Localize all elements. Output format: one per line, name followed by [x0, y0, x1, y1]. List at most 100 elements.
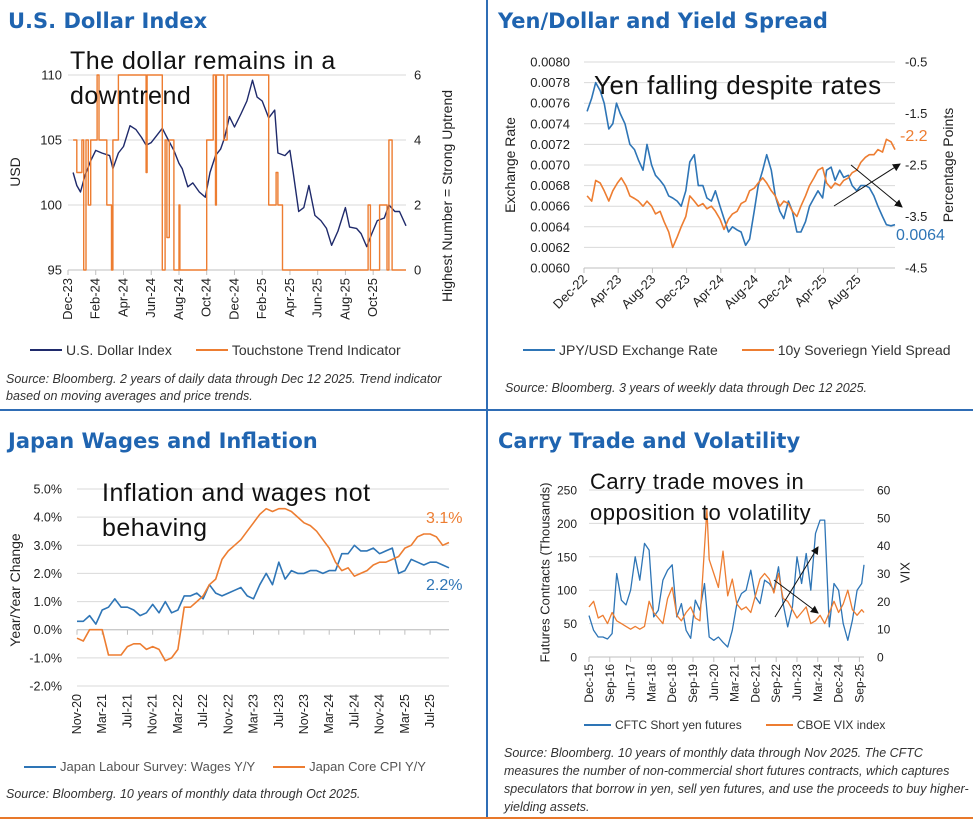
chart-annotation: Carry trade moves in opposition to volat…: [590, 469, 812, 525]
x-tick-label: Nov-23: [297, 694, 311, 734]
x-tick-label: Mar-21: [95, 694, 109, 734]
y-tick-label: -1.0%: [29, 651, 62, 665]
y-tick-label: 0.0070: [530, 158, 570, 173]
x-tick-label: Apr-25: [282, 278, 297, 317]
chart-annotation: Yen falling despite rates: [594, 70, 882, 100]
x-tick-label: Apr-25: [791, 272, 829, 310]
chart-title: Japan Wages and Inflation: [8, 429, 318, 453]
legend-swatch: [273, 765, 306, 768]
series-line-cftc-short-yen-futures: [588, 519, 865, 648]
x-tick-label: Apr-23: [586, 272, 624, 310]
y-tick-label: 0.0060: [530, 261, 570, 276]
legend-swatch: [24, 765, 56, 768]
x-tick-label: Dec-21: [748, 664, 762, 703]
x-tick-label: Aug-25: [337, 278, 352, 320]
chart-title: Yen/Dollar and Yield Spread: [498, 9, 828, 33]
series-line-jpy-usd-exchange-rate: [586, 81, 896, 247]
x-tick-label: Jun-20: [707, 664, 721, 701]
y-tick-label: 4.0%: [34, 511, 63, 525]
x-tick-label: Oct-25: [365, 278, 380, 317]
y2-tick-label: -4.5: [905, 261, 927, 276]
y2-tick-label: 2: [414, 198, 421, 213]
x-tick-label: Nov-22: [221, 694, 235, 734]
y-tick-label: 0.0080: [530, 55, 570, 70]
y2-tick-label: -0.5: [905, 55, 927, 70]
x-tick-label: Nov-20: [70, 694, 84, 734]
y-tick-label: 50: [564, 617, 578, 631]
y2-axis-label: Percentage Points: [940, 107, 956, 223]
x-tick-label: Jun-23: [790, 664, 804, 701]
y-tick-label: 0.0%: [34, 623, 63, 637]
x-tick-label: Sep-22: [769, 664, 783, 703]
chart-annotation: Inflation and wages not behaving: [102, 479, 371, 542]
chart-annotation: The dollar remains in a downtrend: [70, 47, 336, 110]
legend-swatch: [584, 724, 611, 726]
y2-tick-label: 60: [877, 484, 891, 498]
wages-end-label: 2.2%: [426, 577, 463, 594]
x-tick-label: Mar-24: [322, 694, 336, 734]
x-tick-label: Sep-25: [852, 664, 866, 703]
y-tick-label: 0.0076: [530, 96, 570, 111]
x-tick-label: Mar-22: [171, 694, 185, 734]
x-tick-label: Sep-16: [603, 664, 617, 703]
legend: CFTC Short yen futures CBOE VIX index: [584, 718, 885, 732]
x-tick-label: Apr-24: [115, 278, 130, 317]
series-line-japan-labour-survey-wages-y-y: [77, 544, 450, 625]
y-axis-label: Year/Year Change: [7, 533, 23, 647]
x-tick-label: Oct-24: [199, 278, 214, 317]
source-note: Source: Bloomberg. 3 years of weekly dat…: [505, 381, 868, 395]
y-tick-label: 0.0066: [530, 199, 570, 214]
legend-label: CFTC Short yen futures: [615, 718, 742, 732]
legend-label: Japan Core CPI Y/Y: [309, 759, 426, 774]
x-tick-label: Jun-17: [624, 664, 638, 701]
y-tick-label: 0: [570, 651, 577, 665]
chart-plot: 110 105 100 95 6 4 2 0 Dec-23 Feb-24 Apr-24 Jun-24 A…: [40, 68, 421, 320]
x-tick-label: Mar-21: [728, 664, 742, 702]
y-tick-label: 110: [41, 68, 62, 83]
x-tick-label: Dec-24: [226, 278, 241, 320]
horizontal-divider: [0, 409, 973, 411]
legend: U.S. Dollar Index Touchstone Trend Indic…: [30, 342, 401, 358]
y2-tick-label: 40: [877, 539, 891, 553]
y2-tick-label: 0: [414, 263, 421, 278]
x-tick-label: Jul-21: [120, 694, 134, 728]
legend-label: 10y Soveriegn Yield Spread: [777, 342, 951, 358]
legend-swatch: [195, 349, 228, 351]
x-tick-label: Dec-15: [582, 664, 596, 703]
chart-plot: 5.0% 4.0% 3.0% 2.0% 1.0% 0.0% -1.0% -2.0% Nov-20…: [29, 483, 450, 734]
x-tick-label: Jul-23: [272, 694, 286, 728]
y-tick-label: 100: [40, 198, 62, 213]
legend-label: Japan Labour Survey: Wages Y/Y: [60, 759, 256, 774]
y-tick-label: 105: [40, 133, 62, 148]
x-tick-label: Nov-24: [373, 694, 387, 734]
series-line-touchstone-trend-indicator: [73, 74, 406, 271]
annotation-arrow-up: [833, 163, 901, 207]
y2-tick-label: 0: [877, 651, 884, 665]
y2-tick-label: 30: [877, 567, 891, 581]
y2-axis-label: VIX: [897, 562, 913, 583]
legend-label: CBOE VIX index: [796, 718, 886, 732]
legend: Japan Labour Survey: Wages Y/Y Japan Cor…: [24, 759, 426, 774]
x-tick-label: Dec-23: [652, 272, 692, 312]
bottom-rule: [0, 817, 973, 819]
y-tick-label: 150: [557, 550, 577, 564]
x-tick-label: Jul-22: [196, 694, 210, 728]
y2-tick-label: -3.5: [905, 209, 927, 224]
y-tick-label: 100: [557, 584, 577, 598]
x-tick-label: Mar-23: [247, 694, 261, 734]
x-tick-label: Aug-24: [171, 278, 186, 320]
spread-end-label: -2.2: [900, 128, 928, 145]
series-line-japan-core-cpi-y-y: [76, 507, 450, 662]
x-tick-label: Nov-21: [146, 694, 160, 734]
x-tick-label: Aug-23: [618, 272, 658, 312]
series-line-cboe-vix-index: [588, 508, 865, 630]
fx-end-label: 0.0064: [896, 227, 945, 244]
annotation-arrow-down: [850, 164, 903, 208]
y-tick-label: 200: [557, 517, 577, 531]
chart-title: Carry Trade and Volatility: [498, 429, 801, 453]
legend-swatch: [30, 349, 62, 351]
y2-tick-label: 6: [414, 68, 421, 83]
source-note: Source: Bloomberg. 2 years of daily data…: [6, 372, 442, 403]
